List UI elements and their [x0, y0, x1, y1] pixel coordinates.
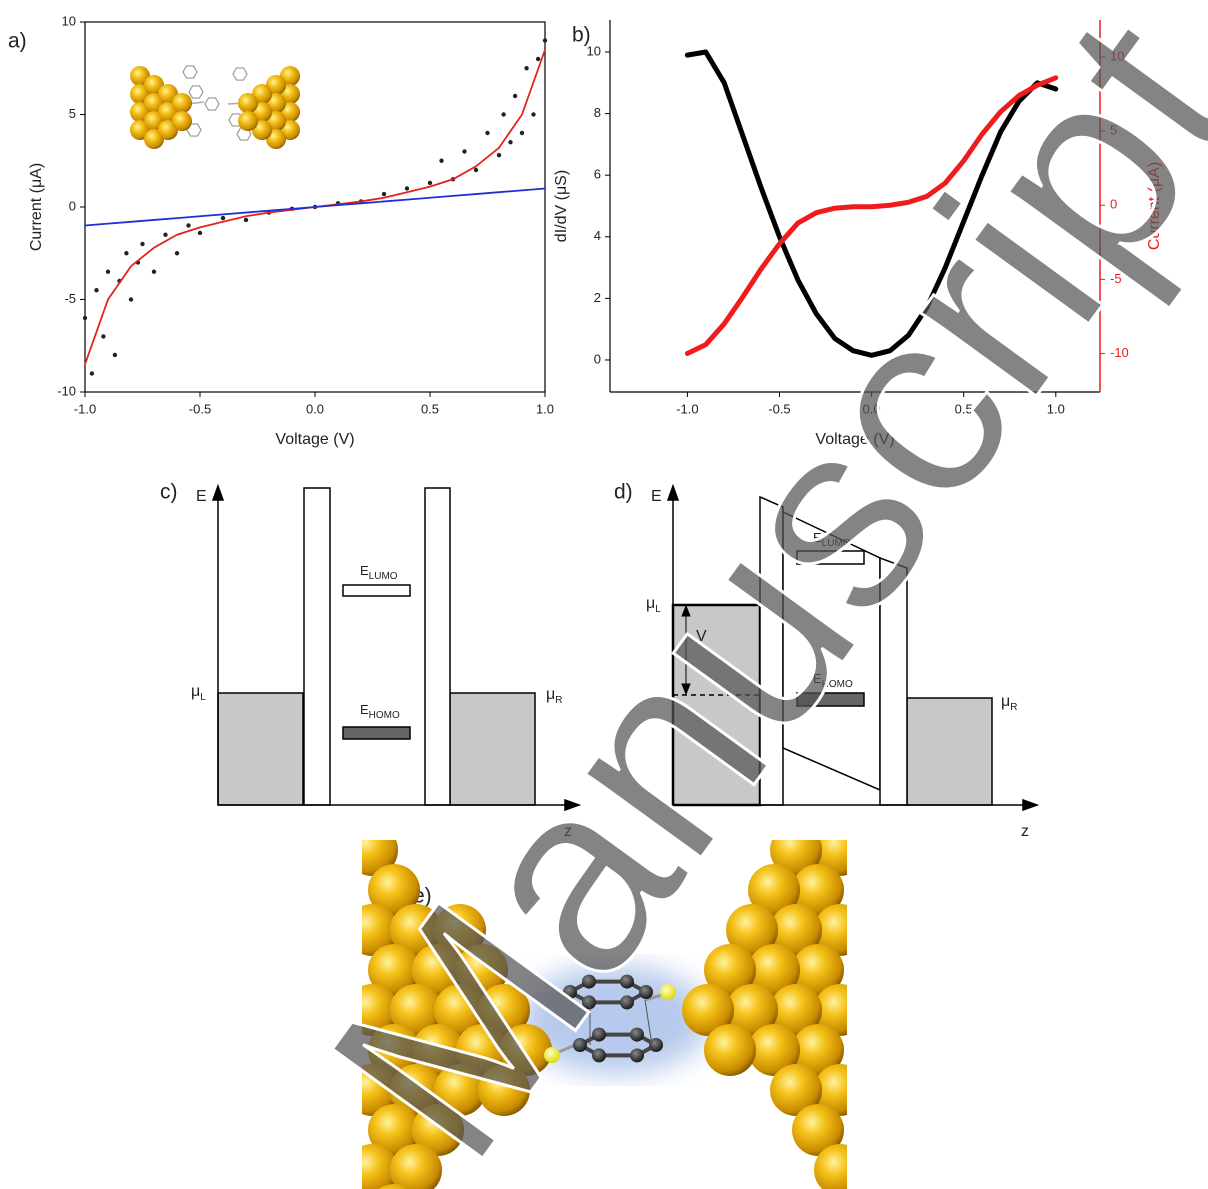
data-point	[524, 66, 528, 70]
x-tick-label: -1.0	[676, 401, 698, 416]
data-point	[175, 251, 179, 255]
phenyl	[189, 86, 203, 98]
y-tick-label: 2	[594, 290, 601, 305]
x-tick-label: 0.5	[421, 401, 439, 416]
x-axis-label: Voltage (V)	[275, 431, 354, 448]
data-point	[497, 153, 501, 157]
gold-atom	[238, 93, 258, 113]
y-tick-label: 0	[594, 351, 601, 366]
symbol: E	[360, 702, 369, 717]
arrow-head	[1023, 800, 1037, 810]
symbol: E	[360, 563, 369, 578]
data-point	[163, 233, 167, 237]
subscript: LUMO	[369, 571, 398, 582]
data-point	[382, 192, 386, 196]
data-point	[474, 168, 478, 172]
barrier	[304, 488, 330, 805]
figure: a) b) c) d) e) -1.0-0.50.00.51.0-10-5051…	[0, 0, 1208, 1189]
data-point	[531, 112, 535, 116]
data-point	[152, 270, 156, 274]
panel-label: c)	[160, 481, 178, 504]
gold-atom	[238, 111, 258, 131]
subscript: HOMO	[369, 710, 400, 721]
data-line	[85, 189, 545, 226]
subscript: L	[200, 692, 206, 703]
subscript: R	[1010, 702, 1017, 713]
data-point	[94, 288, 98, 292]
data-point	[543, 38, 547, 42]
x-tick-label: -0.5	[189, 401, 211, 416]
axis-label: E	[196, 488, 207, 505]
data-point	[405, 186, 409, 190]
phenyl	[183, 66, 197, 78]
panel-label: d)	[614, 481, 633, 504]
data-point	[462, 149, 466, 153]
y-tick-label: 8	[594, 105, 601, 120]
data-point	[140, 242, 144, 246]
gold-atom	[172, 93, 192, 113]
data-point	[198, 231, 202, 235]
homo-label: EHOMO	[360, 702, 400, 720]
y-tick-label: 5	[69, 106, 76, 121]
lumo-level	[343, 585, 410, 596]
y-tick-label: 6	[594, 167, 601, 182]
y-tick-label: 0	[69, 198, 76, 213]
y-tick-label: 4	[594, 228, 601, 243]
panel-label: a)	[8, 30, 27, 53]
symbol: μ	[191, 683, 200, 700]
barrier	[425, 488, 450, 805]
data-point	[439, 159, 443, 163]
data-point	[124, 251, 128, 255]
data-point	[113, 353, 117, 357]
symbol: μ	[1001, 693, 1010, 710]
data-point	[428, 181, 432, 185]
data-point	[83, 316, 87, 320]
data-point	[129, 297, 133, 301]
y-axis-label: Current (μA)	[28, 163, 45, 251]
data-point	[501, 112, 505, 116]
x-tick-label: -1.0	[74, 401, 96, 416]
data-point	[90, 371, 94, 375]
phenyl	[233, 68, 247, 80]
y-tick-label: 10	[587, 43, 601, 58]
data-point	[513, 94, 517, 98]
data-point	[186, 223, 190, 227]
left-electrode	[218, 693, 303, 805]
gold-atom	[704, 1024, 756, 1076]
y-tick-label: -10	[57, 383, 76, 398]
gold-atom	[172, 111, 192, 131]
data-point	[520, 131, 524, 135]
data-point	[106, 270, 110, 274]
data-point	[508, 140, 512, 144]
molecule-inset	[130, 66, 300, 149]
right-electrode	[907, 698, 992, 805]
data-point	[485, 131, 489, 135]
page: a) b) c) d) e) -1.0-0.50.00.51.0-10-5051…	[0, 0, 1208, 1189]
phenyl	[205, 98, 219, 110]
y-tick-label: 10	[62, 13, 76, 28]
homo-level	[343, 727, 410, 739]
data-point	[536, 57, 540, 61]
x-tick-label: 1.0	[536, 401, 554, 416]
data-point	[101, 334, 105, 338]
arrow-head	[213, 486, 223, 500]
x-tick-label: 0.0	[306, 401, 324, 416]
axis-label: z	[1021, 823, 1029, 840]
mu-left: μL	[191, 683, 206, 702]
data-point	[244, 218, 248, 222]
y-tick-label: -5	[64, 291, 76, 306]
lumo-label: ELUMO	[360, 563, 398, 581]
mu-right: μR	[1001, 693, 1017, 712]
y-axis-label: dI/dV (μS)	[553, 170, 570, 242]
data-point	[221, 216, 225, 220]
